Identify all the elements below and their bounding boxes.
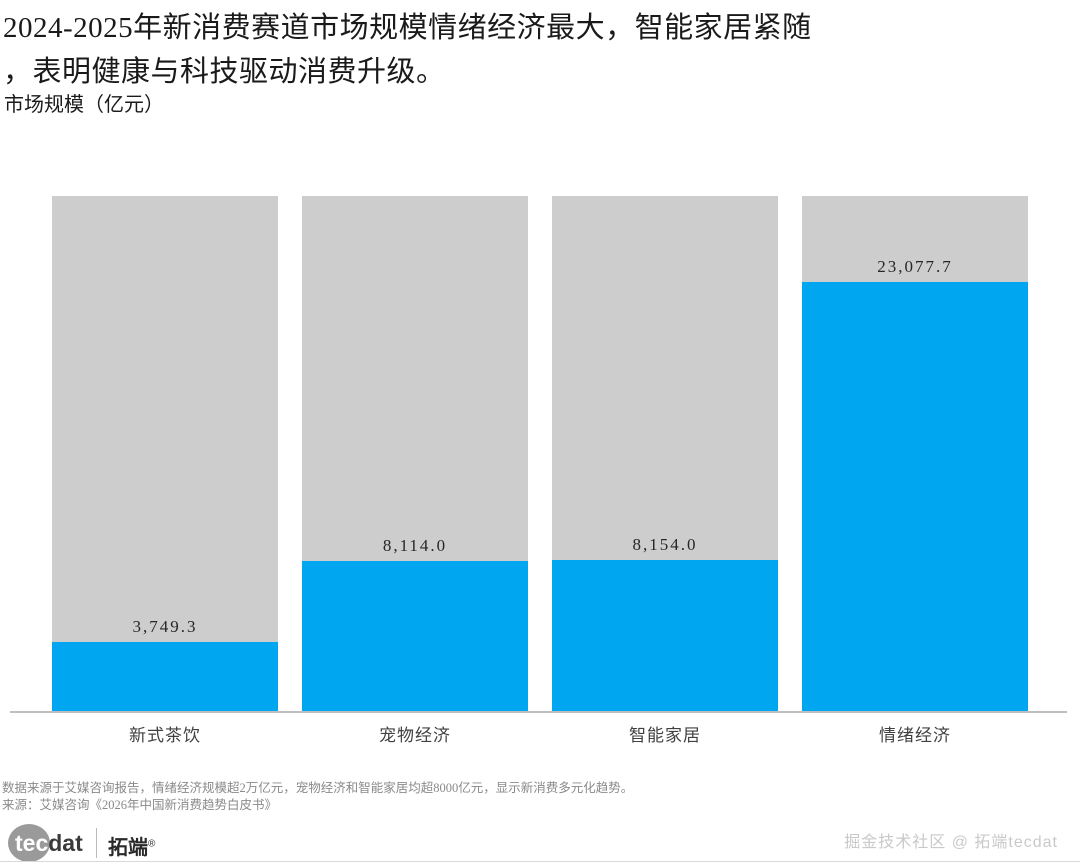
x-axis-category-label: 智能家居 xyxy=(629,726,701,745)
logo-circle-icon xyxy=(8,824,50,862)
bar-value-label: 3,749.3 xyxy=(132,617,198,637)
footnote: 数据来源于艾媒咨询报告，情绪经济规模超2万亿元，宠物经济和智能家居均超8000亿… xyxy=(2,780,902,814)
x-axis-line xyxy=(10,711,1067,713)
logo-divider xyxy=(96,828,97,858)
watermark-credit: 掘金技术社区 @ 拓端tecdat xyxy=(844,834,1058,851)
bar-fill xyxy=(802,282,1028,712)
bar-value-label: 8,114.0 xyxy=(382,535,448,555)
logo-tec-text: tec xyxy=(15,830,49,856)
x-axis-category-label: 宠物经济 xyxy=(379,726,451,745)
footnote-report-source: 来源：艾媒咨询《2026年中国新消费趋势白皮书》 xyxy=(2,798,278,812)
footnote-data-source: 数据来源于艾媒咨询报告，情绪经济规模超2万亿元，宠物经济和智能家居均超8000亿… xyxy=(2,781,634,795)
logo-chinese-name: 拓端® xyxy=(108,831,155,860)
tecdat-logo: tecdat 拓端® xyxy=(8,824,208,862)
bar-group: 3,749.3 新式茶饮 xyxy=(52,196,278,745)
bar-group: 23,077.7 情绪经济 xyxy=(802,196,1028,745)
registered-mark-icon: ® xyxy=(148,838,156,850)
bar-group: 8,154.0 智能家居 xyxy=(552,196,778,745)
chart-title-line1: 2024-2025年新消费赛道市场规模情绪经济最大，智能家居紧随 xyxy=(3,12,812,44)
logo-wordmark: tecdat xyxy=(15,829,83,857)
logo-dat-text: dat xyxy=(48,830,83,856)
bottom-divider xyxy=(0,861,1080,862)
chart-title-line2: ，表明健康与科技驱动消费升级。 xyxy=(3,56,446,88)
plot-area: 3,749.3 新式茶饮 8,114.0 宠物经济 8,154.0 智能家居 23,077.… xyxy=(52,196,1028,745)
bar-value-label: 23,077.7 xyxy=(877,257,953,276)
x-axis-category-label: 情绪经济 xyxy=(879,726,951,745)
bar-value-label: 8,154.0 xyxy=(632,535,698,555)
bar-fill xyxy=(552,560,778,712)
logo-cn-text: 拓端 xyxy=(108,837,148,859)
bar-fill xyxy=(52,642,278,712)
bar-track xyxy=(52,196,278,712)
bar-fill xyxy=(302,560,528,712)
x-axis-category-label: 新式茶饮 xyxy=(129,726,201,745)
y-axis-unit-label: 市场规模（亿元） xyxy=(4,94,164,116)
bar-group: 8,114.0 宠物经济 xyxy=(302,196,528,745)
chart-title: 2024-2025年新消费赛道市场规模情绪经济最大，智能家居紧随 ，表明健康与科… xyxy=(3,6,1003,94)
